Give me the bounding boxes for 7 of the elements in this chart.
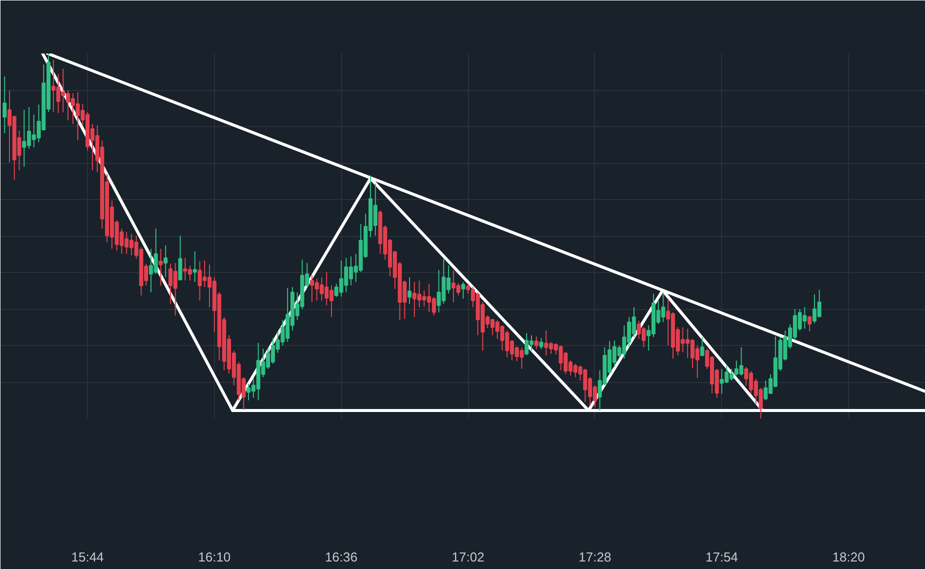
x-tick-label: 16:10 [198, 550, 231, 564]
x-tick-label: 17:28 [578, 550, 612, 564]
x-tick-label: 17:02 [452, 550, 484, 564]
x-tick-label: 18:20 [832, 550, 865, 564]
x-tick-label: 17:54 [706, 550, 738, 564]
x-tick-label: 15:44 [71, 550, 104, 564]
x-tick-label: 16:36 [324, 550, 358, 564]
